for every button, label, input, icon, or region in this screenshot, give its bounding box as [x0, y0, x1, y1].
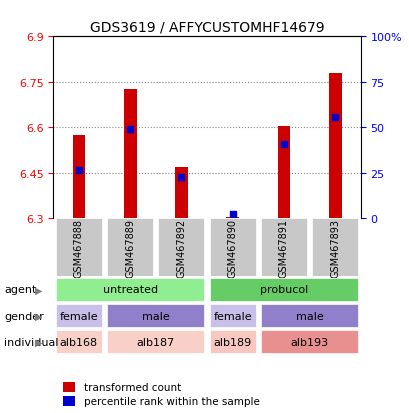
Text: agent: agent: [4, 285, 36, 295]
Bar: [107, 330, 204, 354]
Text: alb193: alb193: [290, 337, 328, 347]
Bar: [260, 304, 357, 328]
Bar: [311, 219, 357, 277]
Text: GSM467893: GSM467893: [329, 218, 339, 277]
Text: untreated: untreated: [102, 285, 157, 295]
Bar: [107, 219, 153, 277]
Text: alb187: alb187: [136, 337, 175, 347]
Text: male: male: [142, 311, 169, 321]
Text: GSM467891: GSM467891: [278, 218, 288, 277]
Text: probucol: probucol: [259, 285, 307, 295]
Bar: [226, 217, 238, 219]
Text: GSM467890: GSM467890: [227, 218, 237, 277]
Bar: [107, 304, 204, 328]
Bar: [175, 167, 187, 219]
Bar: [260, 219, 306, 277]
Bar: [209, 219, 255, 277]
Text: GSM467892: GSM467892: [176, 218, 186, 277]
Text: transformed count: transformed count: [84, 382, 181, 392]
Bar: [209, 330, 255, 354]
Bar: [62, 382, 74, 392]
Text: male: male: [295, 311, 323, 321]
Text: gender: gender: [4, 311, 44, 321]
Bar: [72, 135, 85, 219]
Bar: [56, 278, 204, 301]
Bar: [124, 90, 136, 219]
Text: GSM467889: GSM467889: [125, 218, 135, 277]
Title: GDS3619 / AFFYCUSTOMHF14679: GDS3619 / AFFYCUSTOMHF14679: [90, 21, 324, 35]
Text: female: female: [59, 311, 98, 321]
Bar: [209, 278, 357, 301]
Text: ▶: ▶: [35, 285, 43, 295]
Text: individual: individual: [4, 337, 58, 347]
Text: alb189: alb189: [213, 337, 251, 347]
Bar: [56, 330, 102, 354]
Text: percentile rank within the sample: percentile rank within the sample: [84, 396, 259, 406]
Text: female: female: [213, 311, 252, 321]
Text: ▶: ▶: [35, 337, 43, 347]
Bar: [260, 330, 357, 354]
Text: ▶: ▶: [35, 311, 43, 321]
Bar: [277, 126, 290, 219]
Bar: [209, 304, 255, 328]
Bar: [62, 396, 74, 406]
Text: GSM467888: GSM467888: [74, 218, 84, 277]
Bar: [158, 219, 204, 277]
Text: alb168: alb168: [60, 337, 98, 347]
Bar: [328, 74, 341, 219]
Bar: [56, 219, 102, 277]
Bar: [56, 304, 102, 328]
